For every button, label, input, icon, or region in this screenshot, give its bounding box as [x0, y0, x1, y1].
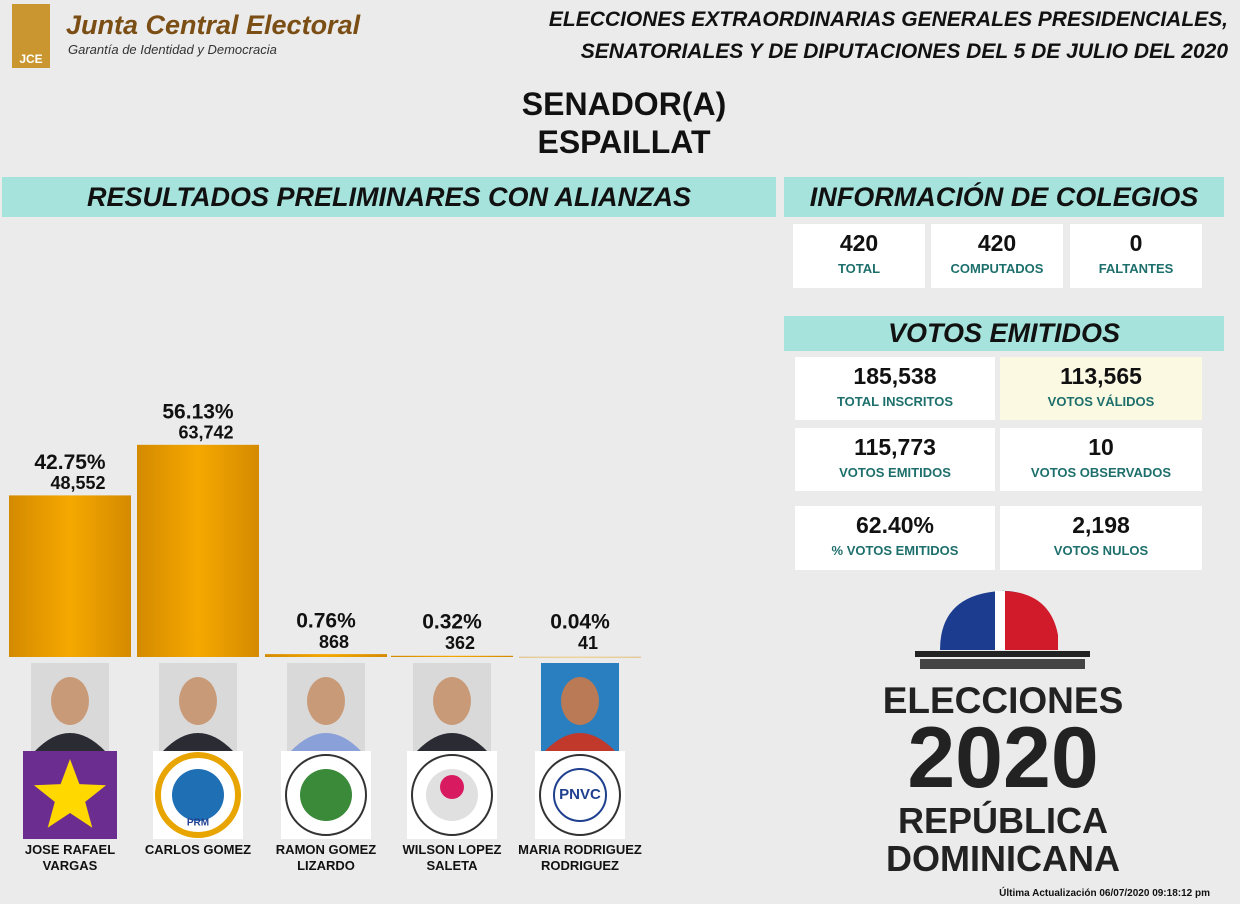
votes-label: 63,742 [178, 423, 233, 443]
party-star [33, 759, 107, 828]
organization: Junta Central Electoral [66, 10, 361, 40]
percent-label: 56.13% [162, 400, 234, 423]
candidate-name: RAMON GOMEZ LIZARDO [275, 842, 377, 873]
candidate-name: JOSE RAFAEL VARGAS [24, 842, 116, 873]
election-title: SENATORIALES Y DE DIPUTACIONES DEL 5 DE … [580, 40, 1228, 63]
card-value: 185,538 [853, 363, 937, 389]
position: SENADOR(A) [521, 86, 727, 122]
card-label: TOTAL INSCRITOS [836, 394, 954, 409]
photo-body [163, 733, 233, 751]
party-inner [172, 769, 224, 821]
percent-label: 42.75% [34, 451, 106, 474]
results-header: RESULTADOS PRELIMINARES CON ALIANZAS [2, 177, 776, 217]
flag-red [1005, 591, 1058, 650]
photo-body [35, 733, 105, 751]
votos-card: 62.40% % VOTOS EMITIDOS [795, 506, 995, 570]
colegios-header: INFORMACIÓN DE COLEGIOS [784, 177, 1224, 217]
card-value: 113,565 [1060, 363, 1142, 389]
candidate-name: MARIA RODRIGUEZ RODRIGUEZ [518, 842, 642, 873]
card-label: VOTOS NULOS [1053, 543, 1149, 558]
tagline: Garantía de Identidad y Democracia [68, 42, 277, 57]
votes-label: 41 [578, 633, 598, 653]
logo-text: JCE [19, 52, 43, 66]
percent-label: 0.04% [550, 611, 610, 634]
votes-label: 868 [319, 632, 349, 652]
votos-card: 10 VOTOS OBSERVADOS [1000, 428, 1202, 491]
votos-card: 113,565 VOTOS VÁLIDOS [1000, 357, 1202, 420]
brand-line: ELECCIONES [882, 680, 1124, 721]
candidate-name: CARLOS GOMEZ [144, 842, 252, 857]
card-value: 420 [839, 230, 879, 256]
brand-line: REPÚBLICA [897, 800, 1108, 841]
photo-body [417, 733, 487, 751]
card-value: 420 [977, 230, 1017, 256]
card-value: 2,198 [1072, 512, 1130, 538]
card-value: 115,773 [854, 434, 936, 460]
photo-head [561, 677, 599, 725]
card-value: 10 [1088, 434, 1114, 460]
election-title: ELECCIONES EXTRAORDINARIAS GENERALES PRE… [548, 8, 1228, 31]
card-value: 0 [1129, 230, 1143, 256]
votos-card: 2,198 VOTOS NULOS [1000, 506, 1202, 570]
votos-card: 185,538 TOTAL INSCRITOS [795, 357, 995, 420]
results-chart: 42.75%48,552 56.13%63,742 0.76%868 0.32%362… [9, 400, 641, 839]
votes-label: 48,552 [50, 473, 105, 493]
bar [137, 444, 259, 657]
box-top [920, 659, 1085, 669]
photo-body [291, 733, 361, 751]
card-label: VOTOS OBSERVADOS [1030, 465, 1172, 480]
card-label: % VOTOS EMITIDOS [831, 543, 959, 558]
card-value: 62.40% [855, 512, 934, 538]
colegio-card: 420 COMPUTADOS [931, 224, 1063, 288]
photo-head [51, 677, 89, 725]
bar [9, 495, 131, 657]
card-label: COMPUTADOS [950, 261, 1044, 276]
party-inner [553, 768, 607, 822]
party-rose [440, 775, 464, 799]
candidate-name: WILSON LOPEZ SALETA [402, 842, 502, 873]
votos-header: VOTOS EMITIDOS [784, 316, 1224, 351]
brand-line: DOMINICANA [886, 838, 1120, 879]
colegio-card: 420 TOTAL [793, 224, 925, 288]
brand-year: 2020 [907, 710, 1099, 806]
province: ESPAILLAT [537, 124, 711, 160]
ballot-box [915, 590, 1090, 669]
photo-head [433, 677, 471, 725]
card-label: TOTAL [837, 261, 881, 276]
party-logo-text: PNVC [559, 786, 601, 803]
votos-card: 115,773 VOTOS EMITIDOS [795, 428, 995, 491]
party-inner [300, 769, 352, 821]
box-slot [915, 651, 1090, 657]
bar [391, 655, 513, 657]
votes-label: 362 [445, 633, 475, 653]
photo-head [307, 677, 345, 725]
party-logo-text: PRM [187, 818, 209, 829]
footer: Última Actualización 06/07/2020 09:18:12… [999, 888, 1210, 899]
percent-label: 0.76% [296, 610, 356, 633]
colegio-card: 0 FALTANTES [1070, 224, 1202, 288]
bar [265, 654, 387, 657]
photo-head [179, 677, 217, 725]
card-label: VOTOS VÁLIDOS [1047, 394, 1155, 409]
bar [519, 656, 641, 658]
card-label: FALTANTES [1098, 261, 1174, 276]
photo-body [545, 733, 615, 751]
flag-white [995, 591, 1005, 650]
card-label: VOTOS EMITIDOS [839, 465, 951, 480]
percent-label: 0.32% [422, 611, 482, 634]
jce-logo: JCE [12, 4, 50, 68]
